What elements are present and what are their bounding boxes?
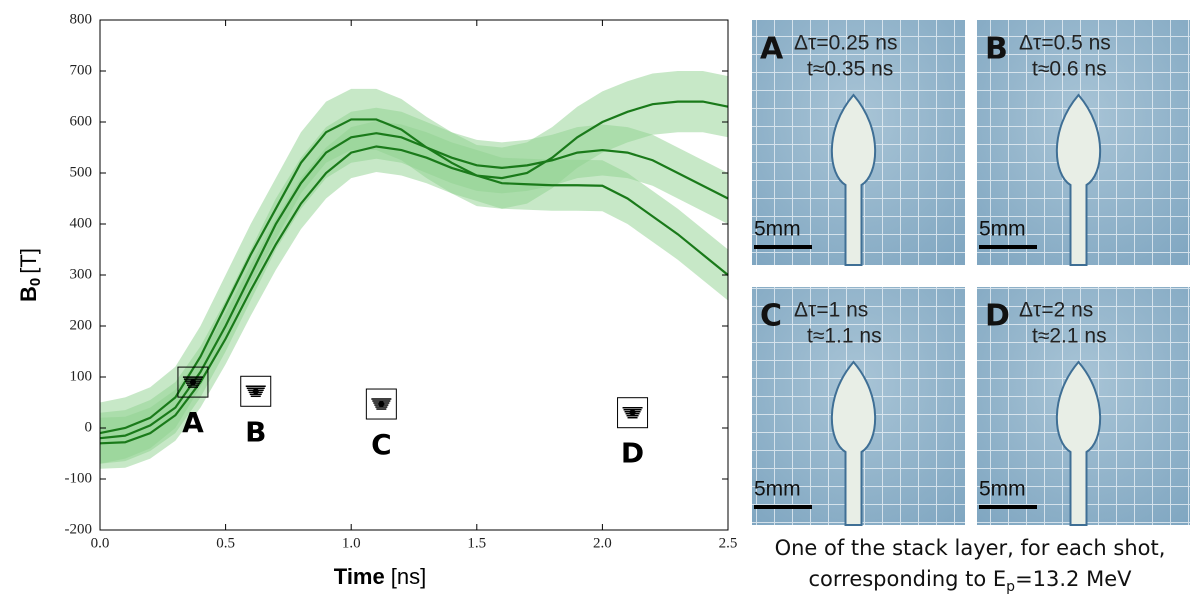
y-label-main: B (16, 286, 41, 302)
data-line (99, 145, 729, 445)
scale-bar (979, 245, 1037, 249)
film-shape (1055, 93, 1102, 266)
caption-text: =13.2 MeV (1015, 567, 1132, 591)
image-dtau: Δτ=2 ns (1019, 299, 1093, 322)
scale-label: 5mm (754, 478, 801, 501)
marker-point (378, 401, 385, 408)
y-tick-label: 200 (70, 317, 93, 333)
film-shape (830, 360, 877, 526)
y-label-unit: [T] (16, 248, 41, 274)
film-shape (830, 93, 877, 266)
x-axis-label: Time [ns] (334, 564, 426, 589)
data-line (99, 132, 729, 440)
x-tick-label: 2.0 (593, 535, 612, 551)
y-tick-label: 400 (70, 215, 93, 231)
y-tick-label: 0 (85, 419, 93, 435)
scale-bar (754, 505, 812, 509)
marker-point (189, 379, 196, 386)
image-dtau: Δτ=1 ns (794, 299, 868, 322)
y-tick-label: 700 (70, 62, 93, 78)
marker-label: A (182, 406, 204, 439)
y-tick-label: 800 (70, 11, 93, 27)
image-letter: A (760, 32, 784, 67)
marker-box (617, 397, 649, 429)
marker-label: D (621, 437, 644, 470)
data-line (99, 100, 729, 435)
scale-label: 5mm (754, 218, 801, 241)
image-time: t≈0.6 ns (1032, 58, 1107, 81)
x-label-main: Time (334, 564, 385, 589)
x-tick-label: 1.0 (342, 535, 361, 551)
y-tick-label: 100 (70, 368, 93, 384)
scale-bar (979, 505, 1037, 509)
image-letter: D (985, 299, 1010, 334)
scale-label: 5mm (979, 218, 1026, 241)
image-dtau: Δτ=0.5 ns (1019, 32, 1111, 55)
error-band (100, 120, 728, 469)
caption-line: corresponding to Ep=13.2 MeV (808, 567, 1132, 595)
y-axis-label: B0 [T] (16, 248, 44, 302)
marker-label: B (245, 415, 266, 448)
image-time: t≈2.1 ns (1032, 325, 1107, 348)
film-image: D Δτ=2 ns t≈2.1 ns 5mm (977, 287, 1190, 526)
image-dtau: Δτ=0.25 ns (794, 32, 897, 55)
y-tick-label: 500 (70, 164, 93, 180)
y-tick-label: -100 (65, 470, 93, 486)
image-time: t≈1.1 ns (807, 325, 882, 348)
marker-box (365, 388, 397, 420)
x-label-unit: [ns] (391, 564, 426, 589)
film-shape (1055, 360, 1102, 526)
marker-box (240, 375, 272, 407)
marker-point (252, 388, 259, 395)
y-label-sub: 0 (27, 278, 44, 286)
film-image: C Δτ=1 ns t≈1.1 ns 5mm (752, 287, 965, 526)
x-tick-label: 2.5 (719, 535, 738, 551)
caption-line: One of the stack layer, for each shot, (775, 536, 1166, 560)
y-tick-label: 300 (70, 266, 93, 282)
scale-label: 5mm (979, 478, 1026, 501)
x-tick-label: 1.5 (467, 535, 486, 551)
marker-label: C (371, 428, 392, 461)
marker-box (177, 366, 209, 398)
film-image: A Δτ=0.25 ns t≈0.35 ns 5mm (752, 20, 965, 266)
y-tick-label: 600 (70, 113, 93, 129)
image-time: t≈0.35 ns (807, 58, 893, 81)
caption-text: corresponding to E (808, 567, 1006, 591)
caption-sub: p (1006, 579, 1015, 595)
y-tick-label: -200 (65, 521, 93, 537)
marker-point (629, 409, 636, 416)
scale-bar (754, 245, 812, 249)
x-tick-label: 0.0 (91, 535, 110, 551)
image-letter: C (760, 299, 782, 334)
x-tick-label: 0.5 (216, 535, 235, 551)
film-image: B Δτ=0.5 ns t≈0.6 ns 5mm (977, 20, 1190, 266)
image-letter: B (985, 32, 1008, 67)
